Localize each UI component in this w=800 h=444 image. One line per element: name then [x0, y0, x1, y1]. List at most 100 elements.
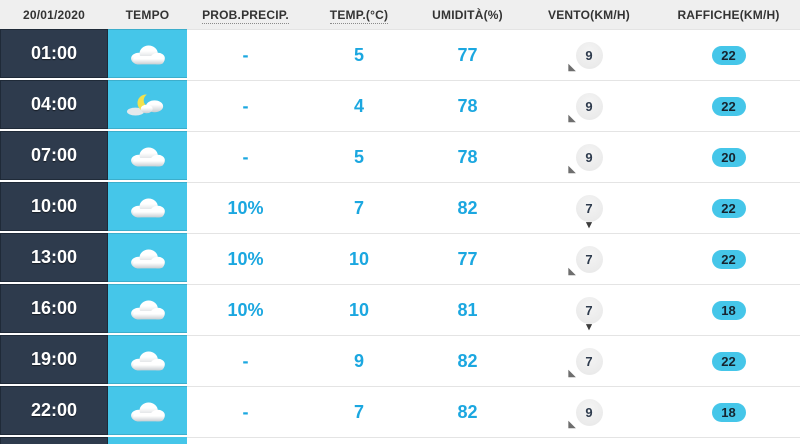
wind-indicator: 7 — [575, 347, 603, 375]
table-row: 10:00 10% 7 82 7 22 — [0, 182, 800, 233]
col-header-temp-label[interactable]: TEMP.(°C) — [329, 7, 389, 24]
time-cell: 07:00 — [0, 131, 108, 180]
wind-speed-value: 9 — [585, 98, 593, 114]
table-row: 01:00 - 5 77 9 22 — [0, 29, 800, 80]
weather-cell — [108, 284, 187, 333]
wind-indicator: 9 — [575, 92, 603, 120]
precip-probability: - — [187, 335, 304, 386]
wind-indicator: 7 — [575, 245, 603, 273]
weather-cell-partial — [108, 437, 187, 444]
temperature-value: 7 — [304, 386, 414, 437]
weather-cell — [108, 233, 187, 282]
gust-badge: 18 — [711, 300, 746, 320]
col-header-temp: TEMP.(°C) — [304, 7, 414, 24]
wind-speed-value: 7 — [585, 200, 593, 216]
time-cell: 16:00 — [0, 284, 108, 333]
gust-badge: 22 — [711, 45, 746, 65]
humidity-value: 78 — [414, 80, 521, 131]
wind-direction-arrow — [586, 220, 592, 231]
col-header-gusts: RAFFICHE(KM/H) — [677, 7, 780, 22]
partial-data-area — [187, 437, 304, 444]
temperature-value: 10 — [304, 233, 414, 284]
wind-speed-value: 7 — [585, 302, 593, 318]
gust-badge: 22 — [711, 198, 746, 218]
precip-probability: 10% — [187, 233, 304, 284]
humidity-value: 77 — [414, 29, 521, 80]
table-row: 04:00 - 4 78 9 22 — [0, 80, 800, 131]
gust-badge: 22 — [711, 249, 746, 269]
table-row: 07:00 - 5 78 9 20 — [0, 131, 800, 182]
wind-direction-arrow — [569, 165, 576, 174]
cloud-icon — [130, 249, 165, 268]
temperature-value: 7 — [304, 182, 414, 233]
cloud-icon — [130, 300, 165, 319]
partial-next-row — [0, 437, 800, 444]
time-cell: 01:00 — [0, 29, 108, 78]
time-cell-partial — [0, 437, 108, 444]
weather-cell — [108, 29, 187, 78]
weather-cell — [108, 335, 187, 384]
wind-direction-arrow — [569, 369, 576, 378]
cloud-icon — [130, 351, 165, 370]
col-header-precip: PROB.PRECIP. — [187, 7, 304, 24]
wind-direction-arrow — [569, 63, 576, 72]
temperature-value: 4 — [304, 80, 414, 131]
table-row: 19:00 - 9 82 7 22 — [0, 335, 800, 386]
wind-speed-value: 7 — [585, 353, 593, 369]
time-cell: 19:00 — [0, 335, 108, 384]
gust-badge: 22 — [711, 351, 746, 371]
precip-probability: 10% — [187, 182, 304, 233]
cloud-icon — [130, 147, 165, 166]
wind-indicator: 9 — [575, 398, 603, 426]
precip-probability: - — [187, 131, 304, 182]
wind-indicator: 7 — [575, 194, 603, 222]
col-header-precip-label[interactable]: PROB.PRECIP. — [202, 7, 289, 24]
humidity-value: 77 — [414, 233, 521, 284]
temperature-value: 5 — [304, 29, 414, 80]
precip-probability: - — [187, 80, 304, 131]
humidity-value: 78 — [414, 131, 521, 182]
cloud-icon — [130, 198, 165, 217]
wind-indicator: 9 — [575, 41, 603, 69]
table-row: 13:00 10% 10 77 7 22 — [0, 233, 800, 284]
temperature-value: 9 — [304, 335, 414, 386]
time-cell: 13:00 — [0, 233, 108, 282]
wind-direction-arrow — [569, 420, 576, 429]
time-cell: 22:00 — [0, 386, 108, 435]
wind-direction-arrow — [569, 114, 576, 123]
cloud-icon — [130, 45, 165, 64]
temperature-value: 10 — [304, 284, 414, 335]
col-header-wind: VENTO(KM/H) — [548, 7, 630, 22]
gust-badge: 18 — [711, 402, 746, 422]
date-label: 20/01/2020 — [22, 7, 86, 22]
humidity-value: 82 — [414, 386, 521, 437]
humidity-value: 81 — [414, 284, 521, 335]
weather-cell — [108, 80, 187, 129]
wind-direction-arrow — [586, 322, 592, 333]
gust-badge: 22 — [711, 96, 746, 116]
table-row: 16:00 10% 10 81 7 18 — [0, 284, 800, 335]
wind-speed-value: 9 — [585, 404, 593, 420]
col-header-humidity: UMIDITÀ(%) — [432, 7, 503, 22]
wind-speed-value: 9 — [585, 149, 593, 165]
time-cell: 10:00 — [0, 182, 108, 231]
gust-badge: 20 — [711, 147, 746, 167]
wind-direction-arrow — [569, 267, 576, 276]
precip-probability: 10% — [187, 284, 304, 335]
precip-probability: - — [187, 29, 304, 80]
wind-indicator: 9 — [575, 143, 603, 171]
weather-cell — [108, 182, 187, 231]
col-header-weather: TEMPO — [125, 7, 170, 22]
time-cell: 04:00 — [0, 80, 108, 129]
temperature-value: 5 — [304, 131, 414, 182]
table-row: 22:00 - 7 82 9 18 — [0, 386, 800, 437]
wind-indicator: 7 — [575, 296, 603, 324]
cloud-icon — [130, 402, 165, 421]
weather-cell — [108, 386, 187, 435]
humidity-value: 82 — [414, 182, 521, 233]
wind-speed-value: 9 — [585, 47, 593, 63]
weather-cell — [108, 131, 187, 180]
moon-cloud-icon — [126, 93, 163, 116]
wind-speed-value: 7 — [585, 251, 593, 267]
